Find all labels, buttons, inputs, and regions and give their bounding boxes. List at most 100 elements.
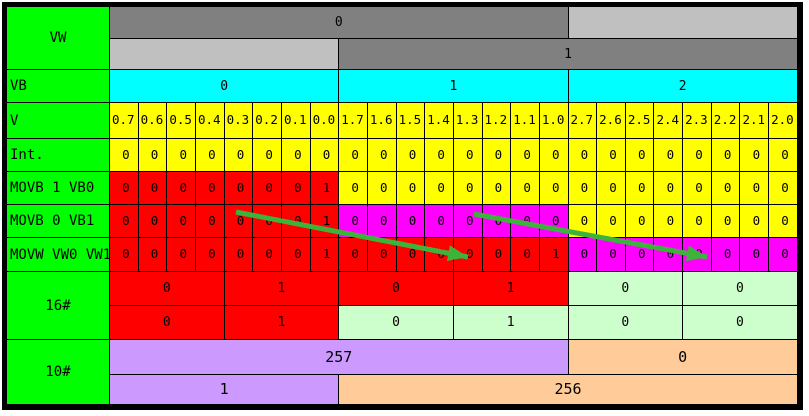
memory-table-frame: VW VB V Int. MOVB 1 VB0 MOVB 0 VB1 MOVW … — [2, 2, 803, 410]
int-initial-bits-cell: 0 — [253, 139, 282, 172]
v-bit-addresses-cell: 0.7 — [110, 103, 139, 139]
int-initial-bits-cell: 0 — [625, 139, 655, 172]
movw-result-bits-cell: 0 — [339, 238, 368, 272]
movb1-result-bits-cell: 0 — [339, 172, 368, 205]
hex-word0-cell: 1 — [224, 272, 340, 306]
movb0-result-bits-cell: 0 — [367, 205, 397, 238]
movb0-result-bits-cell: 0 — [138, 205, 168, 238]
vb-bytes-cell: 1 — [339, 70, 569, 103]
vw-word1-cell — [110, 39, 340, 70]
movw-result-bits-cell: 0 — [138, 238, 168, 272]
movb0-result-bits-cell: 0 — [683, 205, 712, 238]
v-bit-addresses-cell: 2.6 — [597, 103, 626, 139]
int-initial-bits-cell: 0 — [539, 139, 569, 172]
movw-result-bits-cell: 0 — [453, 238, 483, 272]
movb1-result-bits-cell: 0 — [281, 172, 311, 205]
int-initial-bits-cell: 0 — [568, 139, 598, 172]
movw-result-bits-cell: 0 — [224, 238, 254, 272]
movw-result-bits-cell: 0 — [683, 238, 712, 272]
movb1-result-bits-cell: 0 — [367, 172, 397, 205]
movw-result-bits-cell: 0 — [654, 238, 684, 272]
v-bit-addresses-cell: 2.0 — [769, 103, 798, 139]
v-bit-addresses-cell: 0.1 — [281, 103, 311, 139]
movb1-result-bits-cell: 0 — [167, 172, 196, 205]
v-bit-addresses-cell: 1.0 — [539, 103, 569, 139]
movb0-result-bits-cell: 0 — [195, 205, 225, 238]
hex-word1-cell: 0 — [110, 306, 225, 340]
v-bit-addresses-cell: 0.3 — [224, 103, 254, 139]
movb1-result-bits-cell: 0 — [138, 172, 168, 205]
movb0-result-bits-cell: 0 — [597, 205, 626, 238]
movb1-result-bits-cell: 0 — [711, 172, 741, 205]
v-bit-addresses-cell: 1.6 — [367, 103, 397, 139]
dec-word0-cell: 0 — [568, 340, 798, 375]
hex-word0-cell: 0 — [339, 272, 454, 306]
movb0-result-bits-cell: 0 — [224, 205, 254, 238]
movb1-result-bits-cell: 0 — [597, 172, 626, 205]
v-bit-addresses-cell: 0.5 — [167, 103, 196, 139]
row-label-vb: VB — [7, 70, 110, 103]
movb1-result-bits-cell: 0 — [482, 172, 512, 205]
row-label-movb-0-vb1: MOVB 0 VB1 — [7, 205, 110, 238]
int-initial-bits-cell: 0 — [195, 139, 225, 172]
v-bit-addresses-cell: 1.3 — [453, 103, 483, 139]
movb0-result-bits-cell: 0 — [425, 205, 454, 238]
movw-result-bits-cell: 0 — [511, 238, 540, 272]
movw-result-bits-cell: 0 — [568, 238, 598, 272]
hex-word0-cell: 0 — [568, 272, 684, 306]
int-initial-bits-cell: 0 — [683, 139, 712, 172]
int-initial-bits-cell: 0 — [281, 139, 311, 172]
v-bit-addresses-cell: 2.2 — [711, 103, 741, 139]
row-label-dec: 10# — [7, 340, 110, 405]
movb0-result-bits-cell: 0 — [339, 205, 368, 238]
movw-result-bits-cell: 0 — [367, 238, 397, 272]
hex-word1-cell: 0 — [683, 306, 798, 340]
movw-result-bits-cell: 0 — [482, 238, 512, 272]
movb0-result-bits-cell: 0 — [711, 205, 741, 238]
movb0-result-bits-cell: 0 — [167, 205, 196, 238]
v-bit-addresses-cell: 2.5 — [625, 103, 655, 139]
movb1-result-bits-cell: 0 — [539, 172, 569, 205]
hex-word0-cell: 0 — [110, 272, 225, 306]
int-initial-bits-cell: 0 — [224, 139, 254, 172]
movb0-result-bits-cell: 0 — [281, 205, 311, 238]
v-bit-addresses-cell: 1.7 — [339, 103, 368, 139]
hex-word1-cell: 1 — [453, 306, 569, 340]
movw-result-bits-cell: 0 — [740, 238, 770, 272]
movb1-result-bits-cell: 0 — [683, 172, 712, 205]
v-bit-addresses-cell: 0.6 — [138, 103, 168, 139]
movb0-result-bits-cell: 0 — [568, 205, 598, 238]
movb0-result-bits-cell: 0 — [625, 205, 655, 238]
movb1-result-bits-cell: 0 — [769, 172, 798, 205]
v-bit-addresses-cell: 1.4 — [425, 103, 454, 139]
dec-word1-cell: 256 — [339, 375, 798, 405]
int-initial-bits-cell: 0 — [597, 139, 626, 172]
row-label-int: Int. — [7, 139, 110, 172]
hex-word1-cell: 0 — [568, 306, 684, 340]
movw-result-bits-cell: 1 — [539, 238, 569, 272]
row-label-movb-1-vb0: MOVB 1 VB0 — [7, 172, 110, 205]
movb1-result-bits-cell: 0 — [625, 172, 655, 205]
movw-result-bits-cell: 0 — [425, 238, 454, 272]
row-label-vw: VW — [7, 7, 110, 70]
int-initial-bits-cell: 0 — [769, 139, 798, 172]
movb1-result-bits-cell: 0 — [110, 172, 139, 205]
int-initial-bits-cell: 0 — [482, 139, 512, 172]
vw-word1-cell: 1 — [339, 39, 798, 70]
int-initial-bits-cell: 0 — [740, 139, 770, 172]
v-bit-addresses-cell: 2.7 — [568, 103, 598, 139]
movw-result-bits-cell: 0 — [711, 238, 741, 272]
v-bit-addresses-cell: 1.5 — [396, 103, 426, 139]
v-bit-addresses-cell: 2.4 — [654, 103, 684, 139]
movb0-result-bits-cell: 0 — [396, 205, 426, 238]
movw-result-bits-cell: 0 — [769, 238, 798, 272]
movb0-result-bits-cell: 0 — [453, 205, 483, 238]
movb1-result-bits-cell: 1 — [310, 172, 340, 205]
movb1-result-bits-cell: 0 — [453, 172, 483, 205]
row-label-movw-vw0-vw1: MOVW VW0 VW1 — [7, 238, 110, 272]
int-initial-bits-cell: 0 — [654, 139, 684, 172]
vb-bytes-cell: 2 — [568, 70, 798, 103]
movw-result-bits-cell: 0 — [597, 238, 626, 272]
movb0-result-bits-cell: 0 — [654, 205, 684, 238]
